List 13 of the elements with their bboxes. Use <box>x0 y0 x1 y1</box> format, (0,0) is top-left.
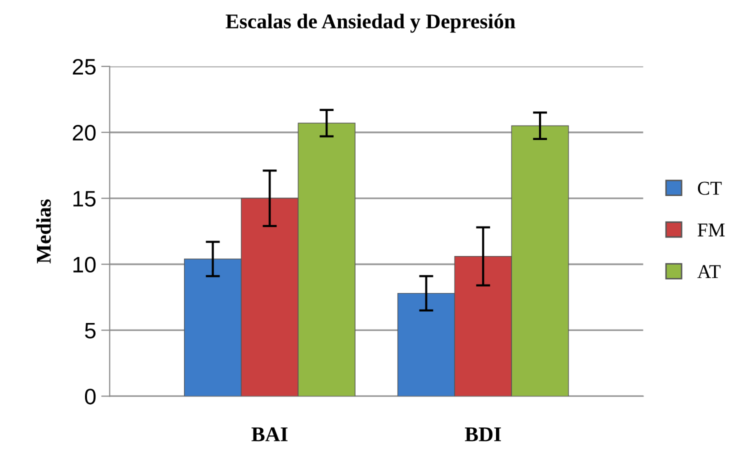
y-tick-label: 20 <box>72 124 96 141</box>
chart-title: Escalas de Ansiedad y Depresión <box>226 14 516 33</box>
y-tick-label: 15 <box>73 191 96 207</box>
y-tick-label: 0 <box>84 388 96 404</box>
x-tick-label: BDI <box>464 428 501 442</box>
y-tick-label: 5 <box>85 322 96 338</box>
x-tick-label: BAI <box>252 427 288 442</box>
legend-label: AT <box>697 265 721 278</box>
y-tick-label: 25 <box>72 58 96 75</box>
y-tick-label: 10 <box>73 256 96 273</box>
legend-label: CT <box>698 182 722 195</box>
y-axis-title: Medias <box>36 199 51 264</box>
legend-label: FM <box>698 224 725 236</box>
